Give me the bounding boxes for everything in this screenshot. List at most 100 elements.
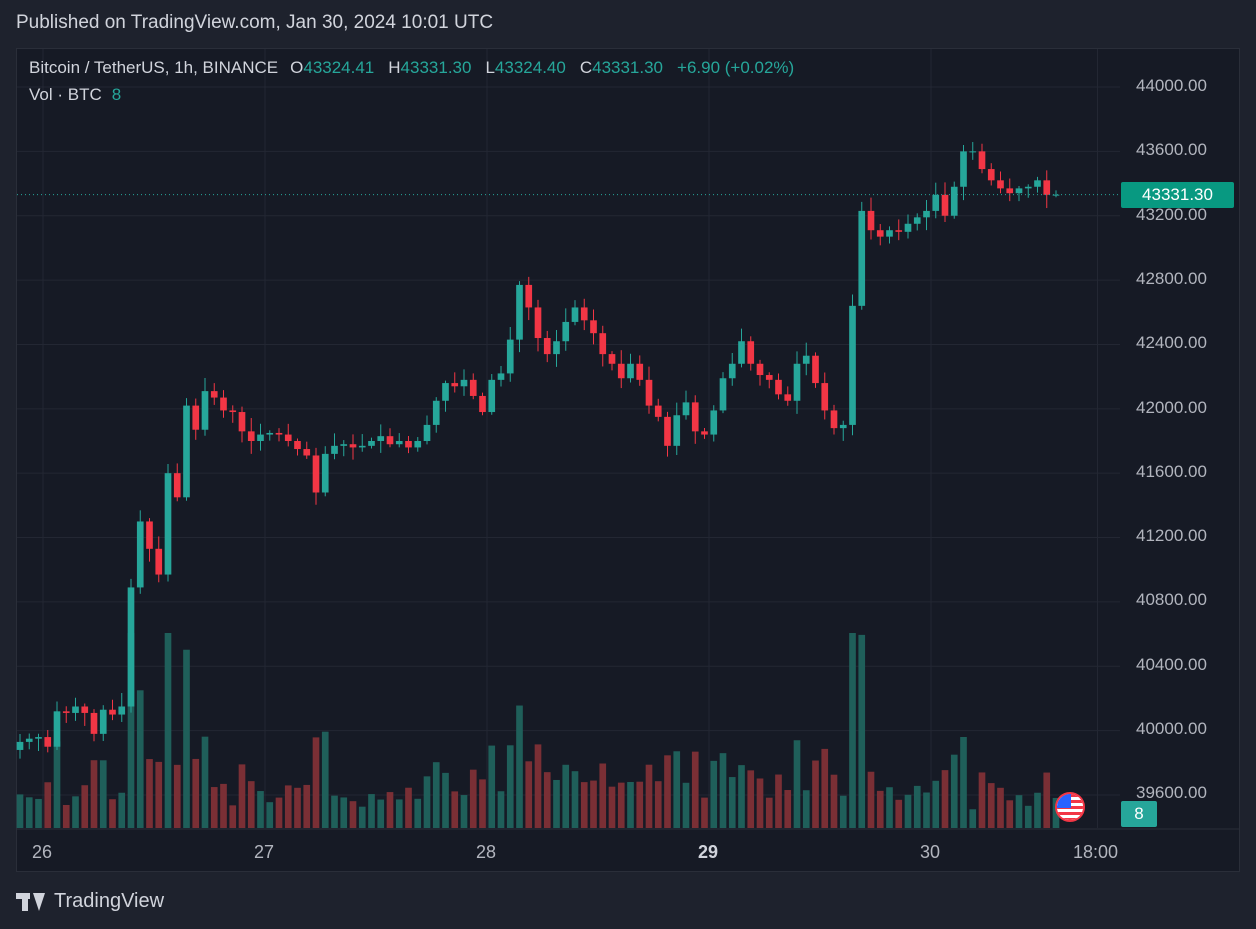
candle-body bbox=[543, 338, 551, 355]
volume-bar bbox=[331, 795, 338, 828]
x-tick-label: 26 bbox=[32, 842, 53, 862]
high-label: H bbox=[388, 58, 401, 77]
candle-body bbox=[719, 378, 727, 411]
volume-bar bbox=[109, 799, 116, 828]
footer: TradingView bbox=[16, 890, 164, 913]
volume-bar bbox=[220, 783, 227, 828]
candle-body bbox=[1015, 188, 1023, 194]
footer-brand[interactable]: TradingView bbox=[54, 890, 165, 912]
volume-bar bbox=[876, 790, 884, 828]
candle-body bbox=[830, 410, 838, 429]
candle-body bbox=[44, 737, 52, 747]
us-flag-icon[interactable] bbox=[1055, 792, 1085, 822]
candle-body bbox=[109, 709, 116, 715]
candle-body bbox=[275, 432, 283, 435]
candle-body bbox=[627, 363, 634, 379]
volume-bar bbox=[701, 797, 708, 828]
candle-body bbox=[839, 424, 847, 429]
volume-bar bbox=[627, 781, 634, 828]
volume-bar bbox=[35, 798, 42, 828]
tradingview-logo-icon[interactable] bbox=[16, 892, 46, 911]
candle-body bbox=[802, 355, 810, 364]
y-tick-label: 42800.00 bbox=[1136, 269, 1207, 288]
volume-bar bbox=[673, 751, 681, 828]
volume-bar bbox=[266, 802, 274, 828]
close-label: C bbox=[579, 58, 593, 77]
candle-body bbox=[118, 706, 126, 715]
volume-bar bbox=[747, 770, 755, 828]
volume-bar bbox=[62, 804, 70, 828]
y-tick-label: 42400.00 bbox=[1136, 333, 1207, 352]
candle-body bbox=[1006, 188, 1014, 194]
volume-bar bbox=[599, 763, 607, 828]
candle-body bbox=[608, 354, 616, 364]
candle-body bbox=[793, 363, 801, 401]
candle-body bbox=[358, 445, 366, 448]
volume-bar bbox=[210, 787, 218, 828]
volume-bar bbox=[183, 649, 190, 828]
volume-bar bbox=[534, 744, 542, 828]
y-tick-label: 39600.00 bbox=[1136, 783, 1207, 802]
volume-value-tag: 8 bbox=[1121, 801, 1157, 827]
candle-body bbox=[349, 444, 357, 448]
volume-bar bbox=[155, 761, 163, 828]
volume-bar bbox=[571, 771, 579, 828]
volume-bar bbox=[488, 745, 496, 828]
volume-bar bbox=[590, 780, 597, 828]
volume-bar bbox=[136, 690, 144, 828]
volume-bar bbox=[294, 787, 301, 828]
volume-bar bbox=[987, 783, 995, 828]
volume-bar bbox=[506, 745, 514, 828]
volume-bar bbox=[997, 787, 1004, 828]
candle-body bbox=[895, 230, 903, 232]
candle-body bbox=[331, 445, 338, 454]
volume-bar bbox=[793, 740, 801, 828]
volume-bar bbox=[765, 797, 773, 828]
volume-bar bbox=[969, 809, 977, 828]
candle-body bbox=[756, 363, 764, 376]
volume-bar bbox=[349, 801, 357, 828]
volume-bar bbox=[312, 737, 320, 828]
candle-body bbox=[62, 711, 70, 713]
volume-bar bbox=[719, 753, 727, 828]
high-value: 43331.30 bbox=[400, 58, 472, 77]
volume-bar bbox=[960, 736, 967, 828]
volume-bar bbox=[858, 634, 866, 828]
candle-body bbox=[571, 307, 579, 322]
candle-body bbox=[654, 405, 662, 417]
volume-bar bbox=[728, 777, 736, 828]
volume-bar bbox=[913, 785, 921, 828]
volume-bar bbox=[395, 799, 403, 828]
candle-body bbox=[1052, 194, 1060, 196]
candle-body bbox=[1034, 180, 1041, 187]
candle-body bbox=[303, 449, 311, 456]
candle-body bbox=[432, 400, 440, 425]
volume-bar bbox=[812, 760, 819, 828]
candle-body bbox=[479, 395, 486, 413]
volume-bar bbox=[368, 794, 375, 828]
volume-bar bbox=[1024, 805, 1032, 828]
volume-bar bbox=[414, 798, 422, 828]
volume-label[interactable]: Vol · BTC bbox=[29, 85, 102, 104]
candle-body bbox=[469, 379, 477, 396]
volume-bar bbox=[1034, 792, 1041, 828]
y-tick-label: 43200.00 bbox=[1136, 205, 1207, 224]
candle-body bbox=[90, 712, 98, 734]
y-tick-label: 41600.00 bbox=[1136, 462, 1207, 481]
candle-body bbox=[738, 341, 745, 364]
candle-body bbox=[997, 180, 1004, 189]
candle-body bbox=[701, 431, 708, 435]
y-tick-label: 44000.00 bbox=[1136, 76, 1207, 95]
candle-body bbox=[617, 363, 625, 379]
candle-body bbox=[53, 711, 61, 747]
candle-body bbox=[664, 416, 671, 446]
volume-bar bbox=[192, 758, 200, 828]
volume-bar bbox=[53, 741, 61, 828]
candle-body bbox=[525, 284, 533, 308]
y-tick-label: 43600.00 bbox=[1136, 140, 1207, 159]
volume-bar bbox=[904, 794, 912, 828]
symbol-name[interactable]: Bitcoin / TetherUS, 1h, BINANCE bbox=[29, 58, 279, 77]
volume-bar bbox=[257, 791, 264, 828]
open-value: 43324.41 bbox=[303, 58, 375, 77]
